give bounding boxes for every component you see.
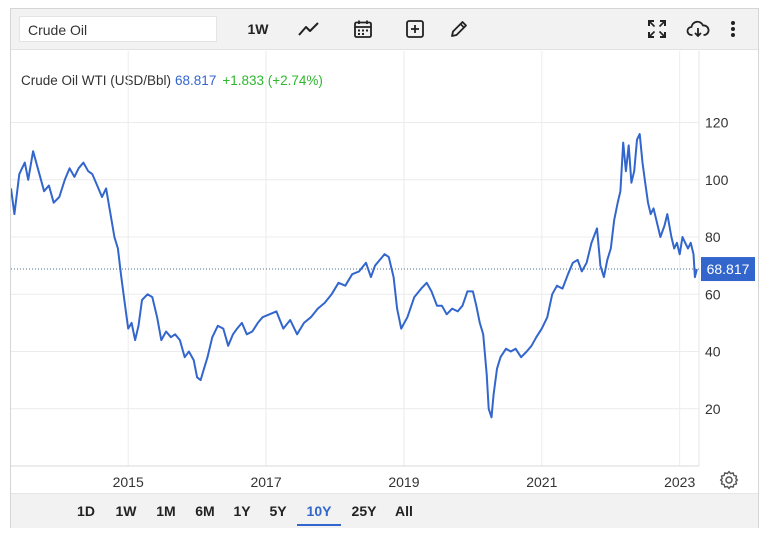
settings-gear-icon[interactable]	[719, 470, 739, 490]
x-tick-label: 2015	[113, 474, 144, 490]
x-tick-label: 2023	[664, 474, 695, 490]
range-selector-bar: 1D 1W 1M 6M 1Y 5Y 10Y 25Y All	[11, 493, 758, 528]
x-tick-label: 2021	[526, 474, 557, 490]
more-vertical-icon[interactable]	[723, 15, 743, 43]
draw-pencil-icon[interactable]	[445, 15, 473, 43]
price-chart[interactable]: 20 40 60 80 100 120 2015 2017 2019 2021 2023 68.817	[11, 49, 758, 493]
fullscreen-icon[interactable]	[643, 15, 671, 43]
y-tick-label: 20	[705, 401, 721, 417]
calendar-icon[interactable]	[349, 15, 377, 43]
x-tick-label: 2017	[250, 474, 281, 490]
y-tick-label: 80	[705, 229, 721, 245]
last-price-tag	[701, 257, 755, 282]
y-tick-label: 40	[705, 344, 721, 360]
range-button-1m[interactable]: 1M	[156, 503, 176, 519]
cloud-download-icon[interactable]	[683, 15, 713, 43]
range-button-1d[interactable]: 1D	[77, 503, 95, 519]
range-button-25y[interactable]: 25Y	[351, 503, 377, 519]
add-indicator-icon[interactable]	[401, 15, 429, 43]
legend-price: 68.817	[175, 73, 217, 88]
range-button-1y[interactable]: 1Y	[233, 503, 251, 519]
top-toolbar: Crude Oil 1W	[11, 9, 758, 50]
range-button-10y[interactable]: 10Y	[297, 498, 341, 526]
interval-button[interactable]: 1W	[247, 21, 269, 37]
last-price-tag-label: 68.817	[707, 261, 750, 277]
range-button-5y[interactable]: 5Y	[269, 503, 287, 519]
range-button-6m[interactable]: 6M	[195, 503, 215, 519]
y-tick-label: 60	[705, 286, 721, 302]
line-chart-icon[interactable]	[295, 15, 323, 43]
range-button-all[interactable]: All	[395, 503, 413, 519]
symbol-search-input[interactable]: Crude Oil	[19, 16, 217, 42]
y-tick-label: 120	[705, 115, 729, 131]
x-tick-label: 2019	[388, 474, 419, 490]
legend-instrument-name: Crude Oil WTI (USD/Bbl)	[21, 73, 172, 88]
chart-widget: Crude Oil 1W Crude Oil WTI (USD/Bbl) 68.8…	[10, 8, 759, 528]
chart-legend: Crude Oil WTI (USD/Bbl) 68.817 +1.833 (+2.…	[21, 73, 323, 88]
y-tick-label: 100	[705, 172, 729, 188]
legend-change: +1.833 (+2.74%)	[222, 73, 323, 88]
price-series-line	[11, 133, 698, 419]
range-button-1w[interactable]: 1W	[115, 503, 137, 519]
